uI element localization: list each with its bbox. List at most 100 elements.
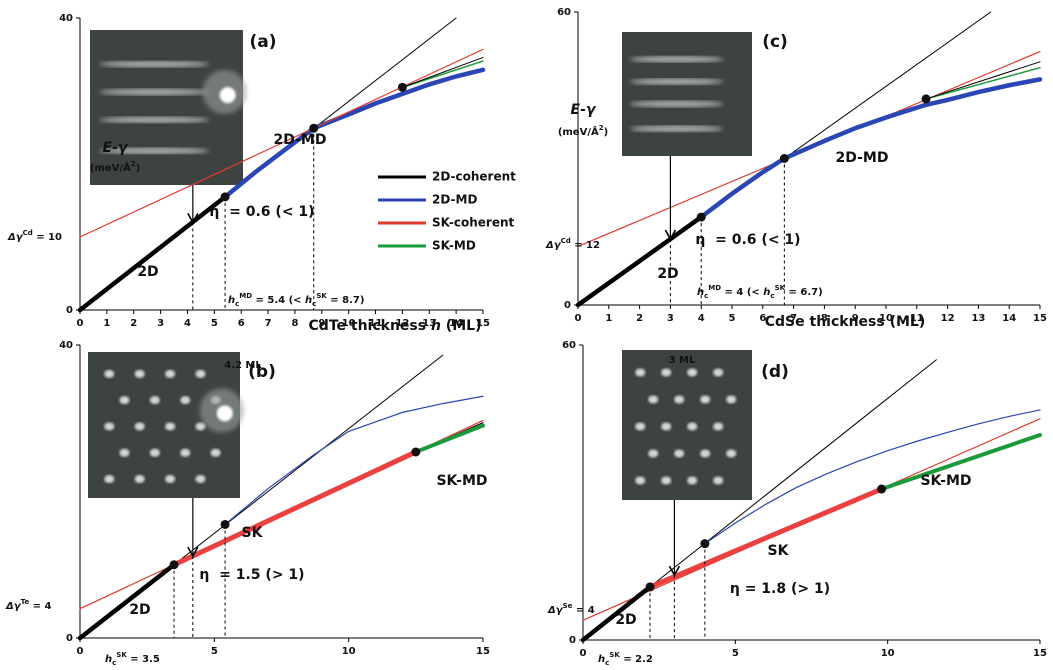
delta-label-part: = 4: [572, 605, 594, 616]
x-tick-label: 15: [476, 318, 490, 329]
x-tick-label: 15: [476, 646, 490, 657]
inset-spot: [726, 395, 737, 404]
inset-streak: [629, 125, 724, 132]
inset-spot: [687, 476, 698, 485]
inset-glow: [216, 405, 233, 422]
inset-spot: [700, 449, 711, 458]
x-tick-label: 0: [77, 318, 84, 329]
inset-streak: [629, 100, 724, 107]
y-axis-label-part: (meV/Å: [558, 125, 599, 138]
hc-label-part: = 4 (<: [721, 287, 763, 298]
series-line: [575, 214, 704, 308]
y-tick-label: 60: [557, 7, 571, 18]
series-line: [413, 423, 485, 454]
x-tick-label: 14: [449, 318, 463, 329]
x-tick-label: 15: [1033, 313, 1047, 324]
hc-label-part: h: [305, 295, 312, 306]
delta-label-part: Cd: [23, 229, 33, 237]
hc-label-part: = 8.7): [327, 295, 365, 306]
hc-label-part: SK: [775, 284, 786, 292]
annotation: 2D-MD: [836, 150, 889, 166]
inset-spot: [180, 396, 191, 405]
point: [779, 154, 789, 163]
inset-spot: [119, 448, 130, 457]
x-tick-label: 5: [732, 648, 739, 659]
delta-label-part: Δγ: [7, 232, 24, 243]
inset-spot: [635, 368, 646, 377]
inset-spot: [104, 369, 115, 378]
series-line: [171, 449, 419, 568]
annotation: SK: [242, 525, 264, 541]
series-line: [222, 67, 486, 200]
hc-label-part: SK: [116, 651, 127, 659]
x-tick-label: 8: [291, 318, 298, 329]
x-tick-label: 10: [879, 313, 893, 324]
x-axis-label-part: CdTe thickness: [309, 318, 431, 334]
y-axis-label: (meV/Å2): [558, 124, 608, 138]
panel-label: (a): [249, 32, 276, 52]
x-tick-label: 11: [369, 318, 383, 329]
inset-spot: [165, 475, 176, 484]
x-tick-label: 1: [605, 313, 612, 324]
x-axis-label: CdTe thickness h (ML): [309, 318, 482, 334]
hc-label-part: h: [228, 295, 235, 306]
panel-label: (d): [761, 362, 789, 382]
hc-label-part: c: [312, 300, 316, 308]
annotation: SK-MD: [436, 473, 487, 489]
annotation: η = 1.5 (> 1): [199, 567, 304, 583]
inset-spot: [713, 422, 724, 431]
hc-label: hcMD = 4 (< hcSK = 6.7): [697, 284, 823, 300]
inset-streak: [99, 61, 210, 68]
delta-label-part: Δγ: [545, 240, 562, 251]
inset-spot: [674, 449, 685, 458]
delta-label-part: Δγ: [5, 601, 22, 612]
inset-streak: [629, 78, 724, 85]
series-line: [77, 194, 228, 313]
x-tick-label: 10: [342, 646, 356, 657]
delta-label-part: = 4: [29, 601, 51, 612]
x-tick-label: 5: [729, 313, 736, 324]
legend-label: SK-coherent: [432, 216, 515, 230]
x-tick-label: 12: [395, 318, 409, 329]
x-tick-label: 0: [575, 313, 582, 324]
y-axis-label-part: 2: [599, 124, 604, 132]
point: [309, 123, 319, 133]
x-tick-label: 5: [211, 646, 218, 657]
point: [696, 212, 706, 222]
panel-label: (b): [248, 362, 276, 382]
annotation: SK-MD: [920, 473, 971, 489]
inset-spot: [687, 422, 698, 431]
hc-label-part: h: [105, 654, 112, 665]
delta-label-part: Se: [563, 602, 573, 610]
series-line: [925, 61, 1041, 100]
inset-spot: [713, 476, 724, 485]
x-tick-label: 5: [211, 318, 218, 329]
hc-label-part: SK: [609, 651, 620, 659]
inset-spot: [195, 369, 206, 378]
hc-label: hcSK = 3.5: [105, 651, 160, 667]
series-line: [580, 584, 653, 643]
inset-image: [622, 32, 752, 156]
y-tick-label: 0: [564, 300, 571, 311]
inset-spot: [210, 448, 221, 457]
inset-spot: [104, 475, 115, 484]
delta-label-part: Δγ: [547, 605, 564, 616]
hc-label-part: h: [598, 654, 605, 665]
annotation: 2D: [657, 266, 678, 282]
inset-spot: [648, 449, 659, 458]
inset-spot: [180, 448, 191, 457]
inset-spot: [661, 476, 672, 485]
inset-spot: [119, 396, 130, 405]
y-axis-label-part: (meV/Å: [90, 161, 131, 174]
delta-label-part: = 10: [33, 232, 62, 243]
legend-label: 2D-coherent: [432, 170, 516, 184]
y-tick-label: 0: [66, 305, 73, 316]
point: [411, 447, 421, 457]
x-tick-label: 2: [636, 313, 643, 324]
y-tick-label: 0: [569, 635, 576, 646]
annotation: η = 0.6 (< 1): [695, 232, 800, 248]
y-tick-label: 40: [59, 13, 73, 24]
x-tick-label: 6: [759, 313, 766, 324]
inset-spot: [700, 395, 711, 404]
